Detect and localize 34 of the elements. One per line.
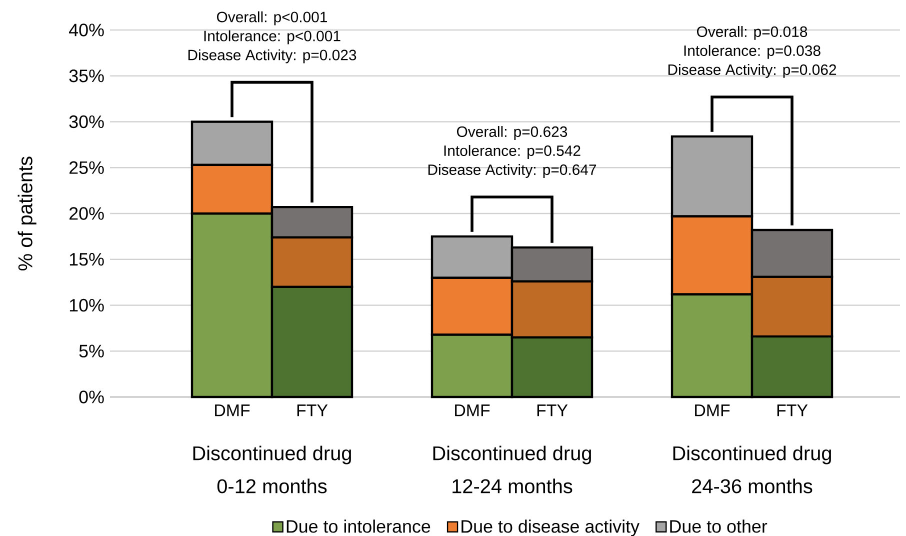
y-tick-label: 25% — [69, 161, 104, 174]
text: Discontinued drug — [193, 446, 351, 464]
x-tick-label: DMF — [455, 404, 490, 416]
annotation: Overall: p=0.018 — [696, 26, 808, 40]
legend-label: Due to disease activity — [462, 520, 640, 536]
annotation: Disease Activity: p=0.023 — [188, 49, 356, 64]
y-axis-title: % of patients — [18, 156, 36, 270]
y-tick-label: 35% — [69, 70, 104, 82]
annotation: Overall: p=0.623 — [456, 126, 568, 140]
annotation: Disease Activity: p=0.647 — [428, 164, 596, 178]
y-tick-label: 0% — [79, 390, 104, 404]
annotation: Intolerance: p=0.038 — [684, 45, 820, 59]
y-tick-label: 30% — [69, 115, 104, 128]
legend-label: Due to intolerance — [286, 520, 430, 533]
x-tick-label: FTY — [777, 404, 808, 416]
x-tick-label: FTY — [297, 404, 328, 416]
y-tick-label: 40% — [68, 24, 104, 36]
annotation: Intolerance: p<0.001 — [204, 30, 340, 44]
text: 24-36 months — [692, 478, 812, 494]
annotation: Intolerance: p=0.542 — [444, 145, 580, 159]
y-tick-label: 5% — [79, 344, 104, 358]
text: 0-12 months — [217, 478, 327, 494]
x-tick-label: DMF — [215, 404, 250, 416]
x-tick-label: FTY — [537, 404, 568, 416]
y-tick-label: 20% — [69, 207, 104, 220]
text: Overall: p<0.001 — [216, 11, 327, 26]
x-tick-label: DMF — [695, 404, 730, 416]
y-tick-label: 10% — [70, 298, 104, 312]
legend-label: Due to other — [670, 520, 768, 533]
y-tick-label: 15% — [70, 253, 104, 266]
text: 12-24 months — [452, 478, 572, 494]
text: Discontinued drug — [433, 446, 591, 464]
text: Discontinued drug — [673, 446, 831, 464]
annotation: Disease Activity: p=0.062 — [668, 64, 836, 78]
